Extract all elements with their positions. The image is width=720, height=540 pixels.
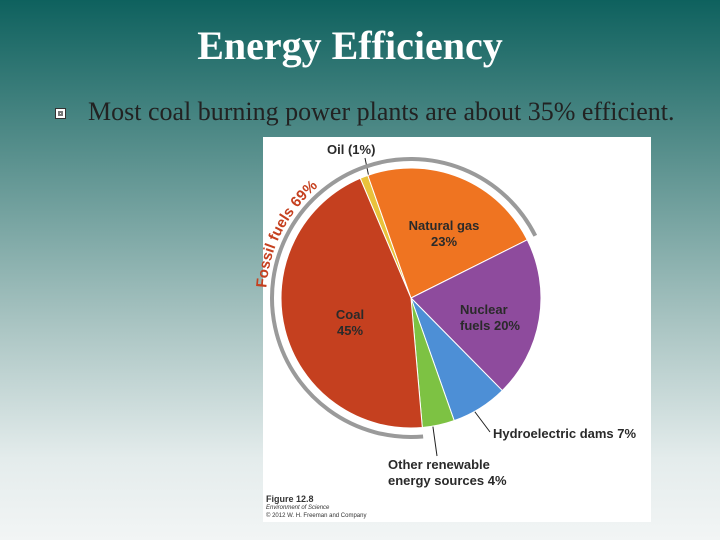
pie-slice (367, 167, 528, 299)
slice-label: Nuclear fuels 20% (460, 302, 540, 334)
bullet-text: Most coal burning power plants are about… (88, 97, 675, 126)
slice-category: Other renewable energy sources (388, 457, 490, 488)
slide-title: Energy Efficiency (197, 23, 503, 68)
slice-value-label: (1%) (347, 142, 376, 157)
pie-slice (410, 239, 542, 392)
slice-value-label: 4% (487, 473, 507, 488)
pie-slice (280, 177, 423, 429)
annotation-arc (270, 157, 538, 439)
bullet-icon (55, 108, 66, 119)
slice-value-label: 23% (430, 234, 458, 249)
annotation-value-label: 69% (287, 177, 321, 211)
slice-value-label: 20% (493, 318, 520, 333)
figure-credit: © 2012 W. H. Freeman and Company (266, 513, 367, 519)
slice-label: Hydroelectric dams 7% (493, 426, 663, 442)
slice-category: Hydroelectric dams (493, 426, 614, 441)
leader-line (471, 407, 491, 433)
slice-label: Oil (1%) (327, 142, 407, 158)
slice-category: Oil (327, 142, 345, 157)
slice-category: Nuclear fuels (460, 302, 508, 333)
slice-label: Coal 45% (323, 307, 377, 339)
slice-category: Coal (335, 307, 365, 322)
figure-book: Environment of Science (266, 505, 330, 511)
slice-value-label: 7% (617, 426, 637, 441)
slice-label: Natural gas 23% (398, 218, 490, 250)
figure-number: Figure 12.8 (266, 494, 314, 504)
slice-value-label: 45% (336, 323, 364, 338)
slice-label: Other renewable energy sources 4% (388, 457, 516, 489)
slice-category: Natural gas (408, 218, 480, 233)
